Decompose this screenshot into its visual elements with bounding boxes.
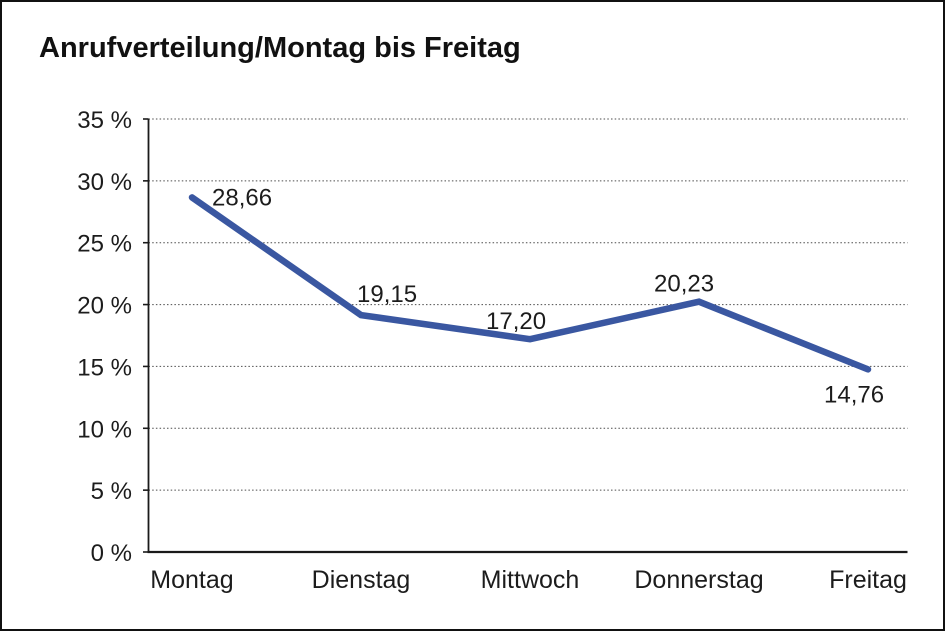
y-tick-label: 0 %: [91, 540, 132, 567]
data-point-label: 19,15: [357, 281, 417, 308]
x-category-label: Freitag: [829, 566, 907, 594]
x-category-label: Donnerstag: [634, 566, 763, 594]
y-tick-label: 5 %: [91, 478, 132, 505]
data-point-label: 14,76: [824, 381, 884, 408]
x-category-label: Mittwoch: [481, 566, 580, 594]
y-tick-label: 25 %: [77, 231, 132, 258]
y-tick-label: 35 %: [77, 107, 132, 134]
data-point-label: 20,23: [654, 271, 714, 298]
y-tick-label: 10 %: [77, 416, 132, 443]
data-point-label: 28,66: [212, 184, 272, 211]
x-category-label: Dienstag: [312, 566, 411, 594]
y-tick-label: 15 %: [77, 354, 132, 381]
y-tick-label: 30 %: [77, 169, 132, 196]
chart-title: Anrufverteilung/Montag bis Freitag: [39, 32, 521, 64]
data-series-line: [188, 194, 872, 373]
y-tick-label: 20 %: [77, 293, 132, 320]
x-category-label: Montag: [150, 566, 233, 594]
data-point-label: 17,20: [486, 308, 546, 335]
